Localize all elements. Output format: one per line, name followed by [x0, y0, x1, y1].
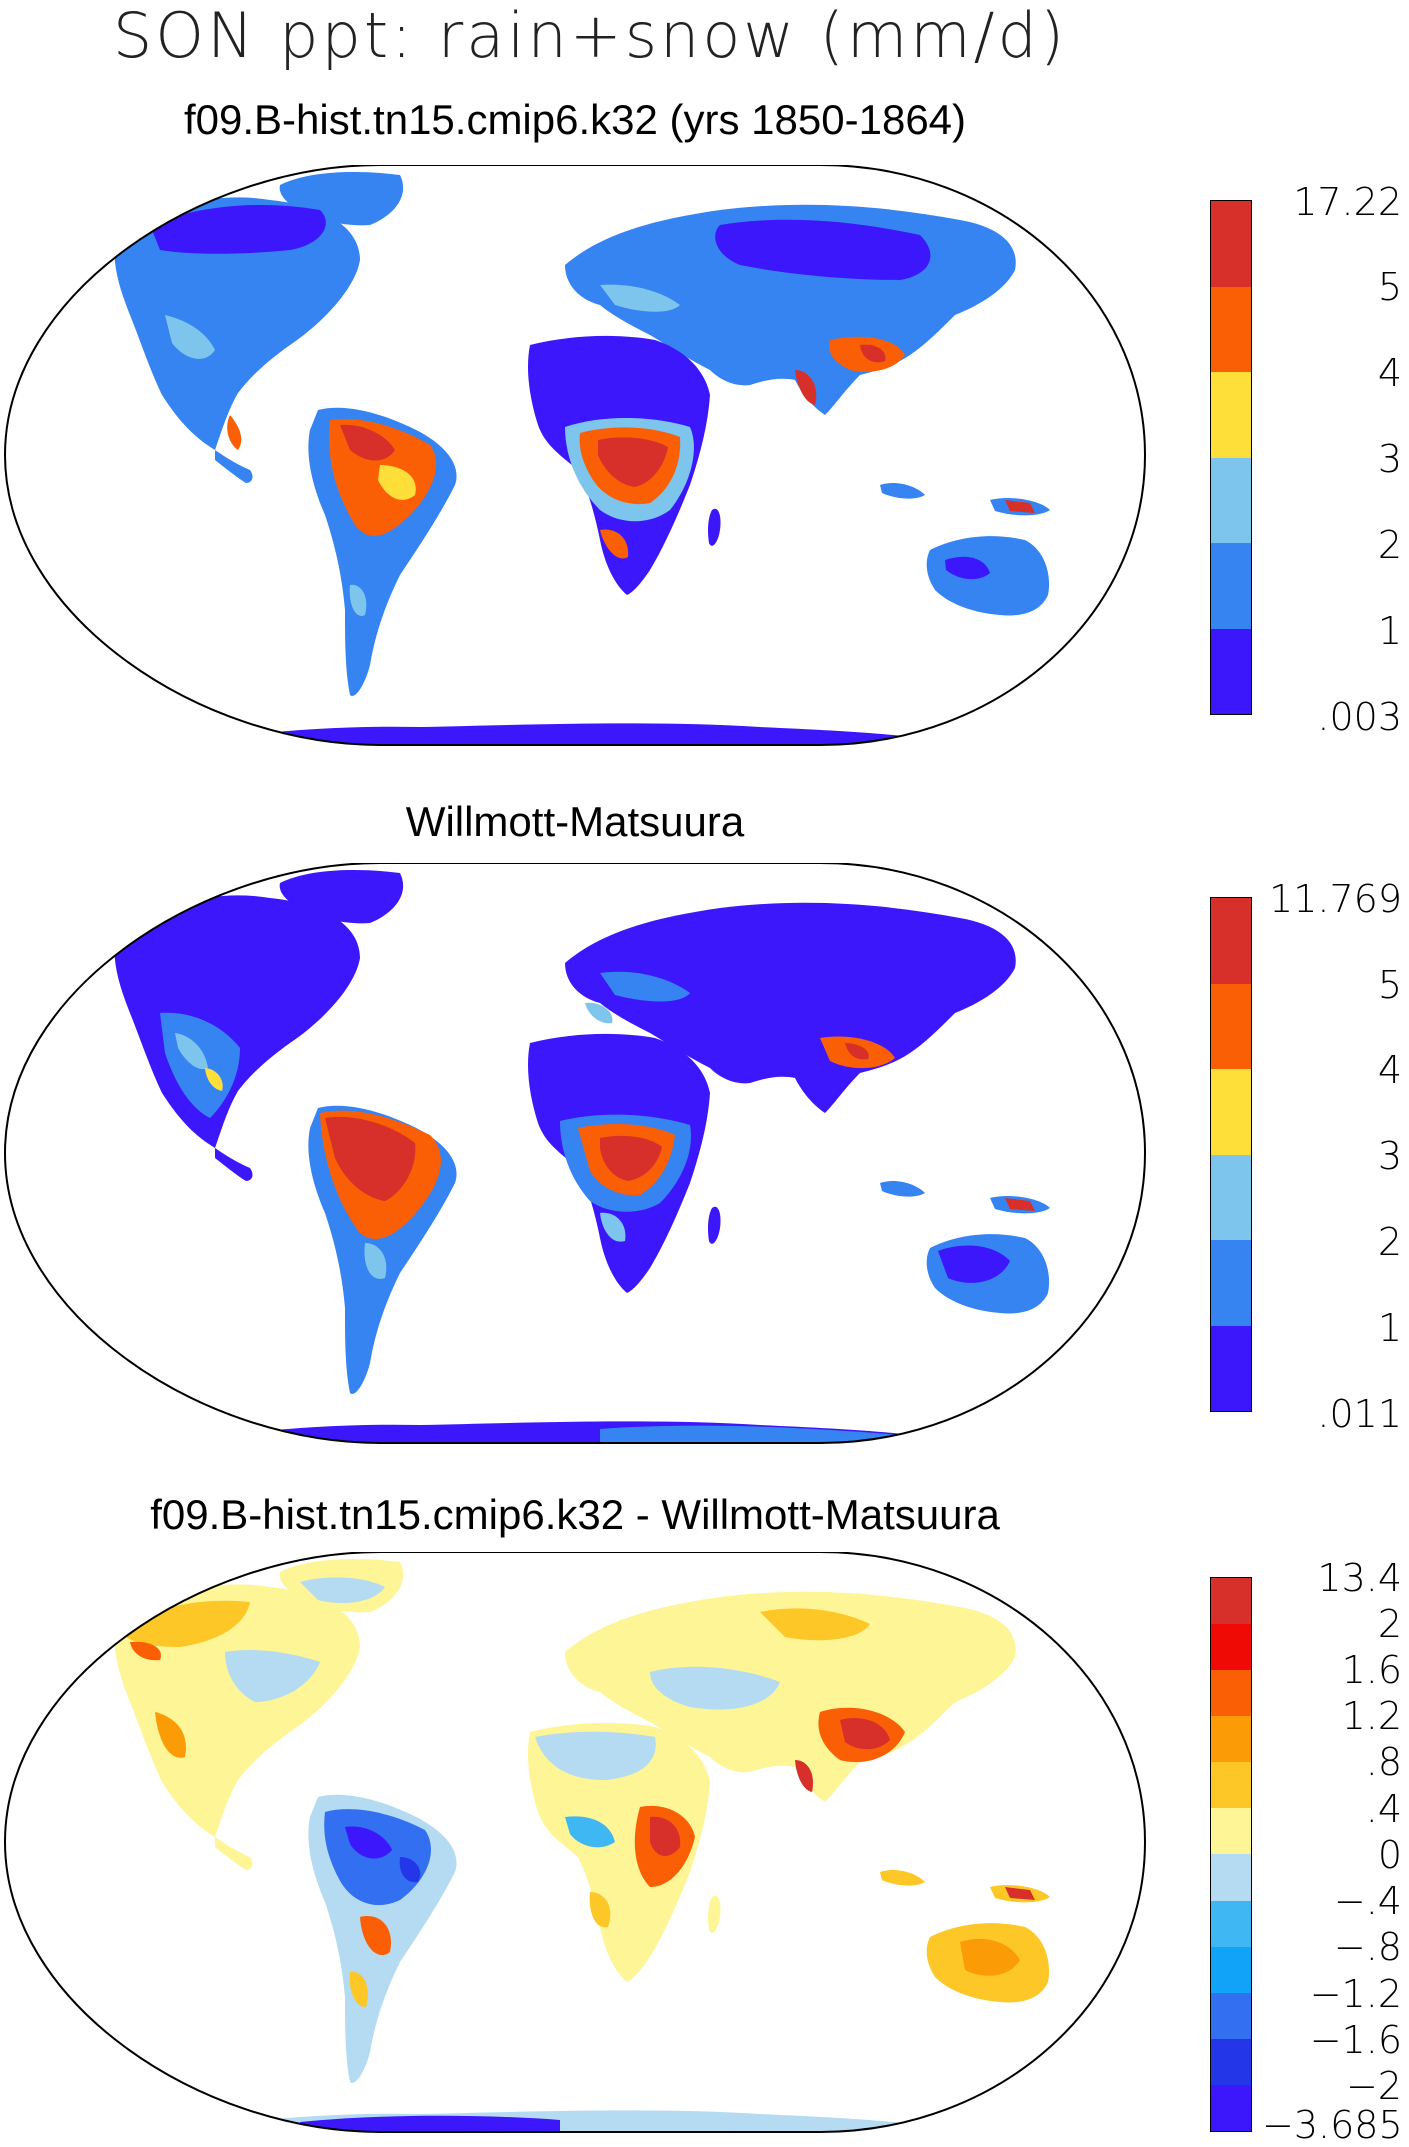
color-swatch — [1211, 1240, 1251, 1326]
colorbar-tick-label: 2 — [1377, 523, 1402, 567]
colorbar-tick-label: 0 — [1377, 1833, 1402, 1877]
color-swatch — [1211, 1670, 1251, 1717]
color-swatch — [1211, 2084, 1251, 2131]
colorbar-tick-label: 2 — [1377, 1220, 1402, 1264]
color-swatch — [1211, 1154, 1251, 1240]
color-swatch — [1211, 372, 1251, 458]
color-swatch — [1211, 2038, 1251, 2085]
colorbar-tick-label: −2 — [1345, 2064, 1402, 2108]
panel-2-colorbar — [1210, 897, 1252, 1412]
colorbar-tick-label: −.4 — [1333, 1879, 1402, 1923]
panel-1-colorbar — [1210, 200, 1252, 715]
colorbar-tick-label: 1.6 — [1341, 1648, 1402, 1692]
colorbar-tick-label: 13.4 — [1317, 1556, 1402, 1600]
color-swatch — [1211, 983, 1251, 1069]
colorbar-tick-label: 4 — [1377, 351, 1402, 395]
colorbar-tick-label: 1 — [1377, 609, 1402, 653]
figure-title: SON ppt: rain+snow (mm/d) — [112, 0, 1068, 72]
colorbar-tick-label: −1.6 — [1309, 2018, 1402, 2062]
panel-2-title: Willmott-Matsuura — [405, 798, 745, 845]
color-swatch — [1211, 1762, 1251, 1809]
color-swatch — [1211, 1069, 1251, 1155]
color-swatch — [1211, 1716, 1251, 1763]
panel-3-map — [3, 1552, 1147, 2133]
colorbar-tick-label: 1.2 — [1341, 1694, 1402, 1738]
colorbar-tick-label: 17.22 — [1293, 180, 1402, 224]
panel-3-colorbar — [1210, 1577, 1252, 2132]
color-swatch — [1211, 1578, 1251, 1625]
color-swatch — [1211, 1808, 1251, 1855]
colorbar-tick-label: 11.769 — [1269, 877, 1402, 921]
colorbar-tick-label: 4 — [1377, 1048, 1402, 1092]
color-swatch — [1211, 543, 1251, 629]
color-swatch — [1211, 1325, 1251, 1411]
color-swatch — [1211, 1854, 1251, 1901]
colorbar-tick-label: 5 — [1377, 963, 1402, 1007]
color-swatch — [1211, 286, 1251, 372]
colorbar-tick-label: 2 — [1377, 1602, 1402, 1646]
color-swatch — [1211, 1992, 1251, 2039]
panel-3-title: f09.B-hist.tn15.cmip6.k32 - Willmott-Mat… — [150, 1491, 1000, 1538]
colorbar-tick-label: −1.2 — [1309, 1972, 1402, 2016]
color-swatch — [1211, 201, 1251, 287]
panel-1-title: f09.B-hist.tn15.cmip6.k32 (yrs 1850-1864… — [183, 96, 967, 143]
colorbar-tick-label: 1 — [1377, 1306, 1402, 1350]
colorbar-tick-label: 3 — [1377, 437, 1402, 481]
colorbar-tick-label: 3 — [1377, 1134, 1402, 1178]
colorbar-tick-label: −.8 — [1333, 1925, 1402, 1969]
colorbar-tick-label: .011 — [1317, 1392, 1402, 1436]
color-swatch — [1211, 898, 1251, 984]
colorbar-tick-label: .4 — [1365, 1787, 1402, 1831]
colorbar-tick-label: −3.685 — [1262, 2103, 1403, 2147]
color-swatch — [1211, 628, 1251, 714]
colorbar-tick-label: .8 — [1365, 1740, 1402, 1784]
color-swatch — [1211, 1624, 1251, 1671]
color-swatch — [1211, 1900, 1251, 1947]
colorbar-tick-label: 5 — [1377, 265, 1402, 309]
panel-1-map — [3, 165, 1147, 746]
color-swatch — [1211, 1946, 1251, 1993]
panel-2-map — [3, 863, 1147, 1444]
color-swatch — [1211, 457, 1251, 543]
colorbar-tick-label: .003 — [1317, 695, 1402, 739]
